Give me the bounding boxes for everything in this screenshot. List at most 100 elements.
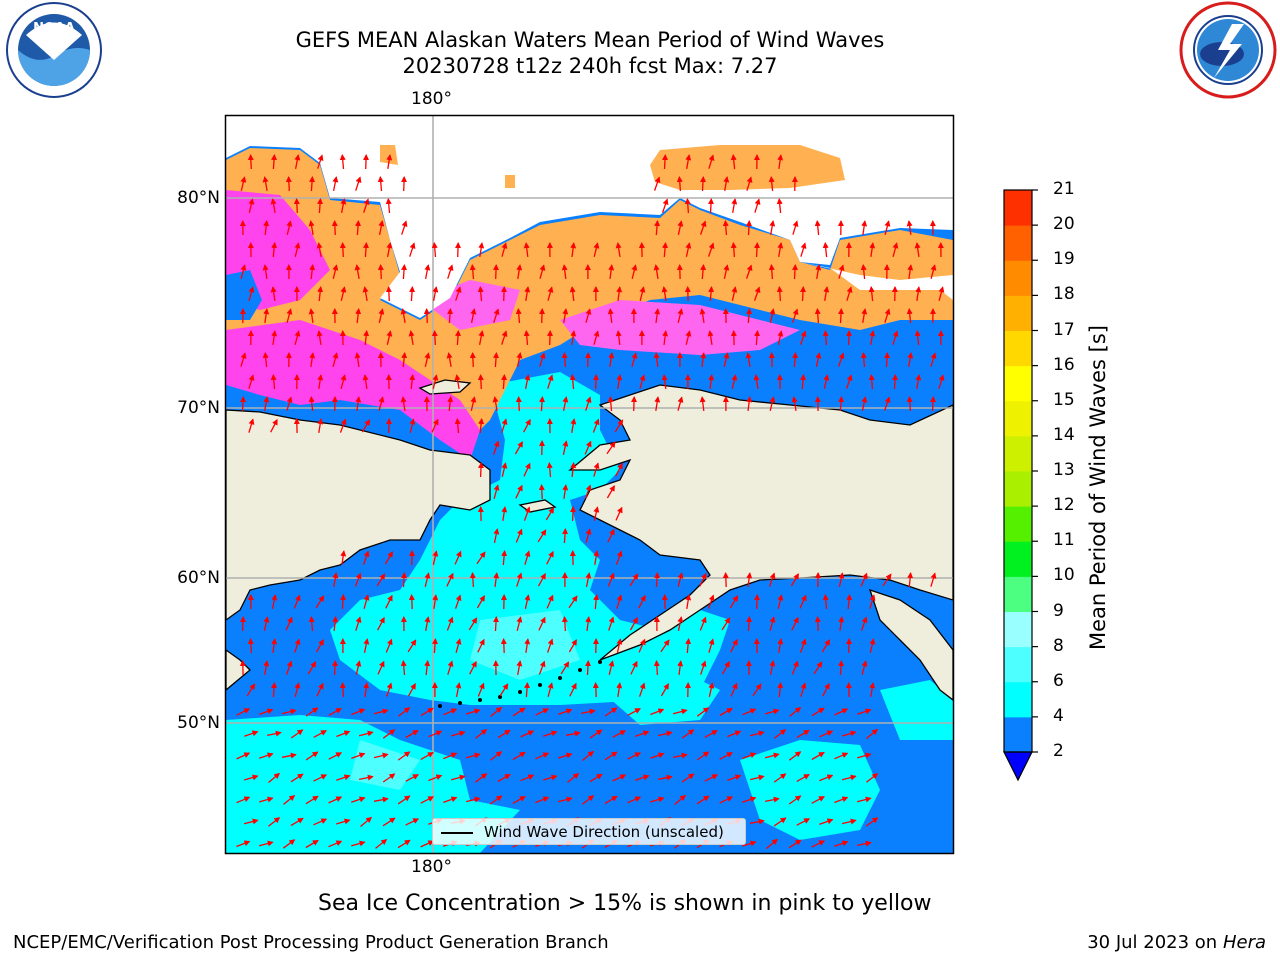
wave-direction-arrow	[838, 572, 845, 587]
wave-direction-arrow	[823, 374, 830, 389]
wave-direction-arrow	[708, 286, 715, 302]
wave-direction-arrow	[660, 683, 669, 697]
wave-direction-arrow	[363, 242, 370, 258]
wave-direction-arrow	[240, 396, 247, 412]
wave-direction-arrow	[524, 286, 531, 302]
wave-direction-arrow	[568, 639, 577, 653]
wave-direction-arrow	[677, 572, 684, 587]
wave-direction-arrow	[813, 661, 823, 675]
wave-direction-arrow	[336, 818, 351, 825]
wave-direction-arrow	[754, 198, 761, 213]
wave-direction-arrow	[339, 418, 347, 433]
footer-date-text: 30 Jul 2023 on	[1087, 932, 1223, 953]
wave-direction-arrow	[447, 308, 454, 324]
wave-direction-arrow	[386, 330, 393, 345]
wave-direction-arrow	[305, 795, 319, 805]
wave-direction-arrow	[362, 286, 369, 302]
wave-direction-arrow	[723, 264, 730, 279]
wave-direction-arrow	[815, 352, 822, 367]
wave-direction-arrow	[501, 374, 508, 390]
wave-direction-arrow	[730, 638, 738, 653]
wave-direction-arrow	[361, 419, 371, 433]
wave-direction-arrow	[615, 506, 623, 521]
wave-direction-arrow	[562, 308, 569, 324]
wave-direction-arrow	[789, 706, 802, 717]
wave-direction-arrow	[355, 308, 362, 324]
wave-direction-arrow	[906, 220, 913, 235]
wave-direction-arrow	[537, 573, 546, 587]
wave-direction-arrow	[290, 729, 304, 739]
wave-direction-arrow	[478, 330, 485, 346]
wave-direction-arrow	[244, 774, 259, 781]
svg-text:NOAA: NOAA	[33, 21, 75, 36]
wave-direction-arrow	[431, 242, 438, 258]
colorbar-tick-label: 15	[1053, 389, 1075, 410]
wave-direction-arrow	[685, 330, 692, 345]
wave-direction-arrow	[799, 638, 807, 653]
wave-direction-arrow	[308, 396, 315, 412]
wave-direction-arrow	[861, 396, 868, 411]
wave-direction-arrow	[753, 594, 760, 610]
wave-direction-arrow	[615, 550, 623, 565]
wave-direction-arrow	[446, 616, 454, 631]
wave-direction-arrow	[930, 264, 937, 279]
wave-direction-arrow	[355, 396, 362, 411]
colorbar-band	[1004, 435, 1032, 472]
wave-direction-arrow	[454, 418, 461, 434]
wave-direction-arrow	[355, 616, 362, 631]
wave-direction-arrow	[746, 308, 753, 324]
wave-direction-arrow	[861, 308, 868, 324]
wave-direction-arrow	[386, 154, 393, 170]
wave-direction-arrow	[707, 330, 714, 346]
wave-direction-arrow	[271, 330, 278, 345]
wave-direction-arrow	[685, 154, 692, 170]
nws-logo	[1179, 1, 1277, 99]
wave-direction-arrow	[815, 264, 822, 280]
wave-direction-arrow	[501, 330, 508, 345]
wave-direction-arrow	[930, 572, 937, 587]
wave-direction-arrow	[336, 730, 351, 738]
colorbar-band	[1004, 365, 1032, 402]
wave-direction-arrow	[432, 374, 439, 389]
wave-direction-arrow	[400, 396, 407, 411]
wave-direction-arrow	[316, 330, 323, 345]
wave-direction-arrow	[305, 707, 319, 717]
wave-direction-arrow	[263, 396, 270, 412]
wave-direction-arrow	[420, 796, 435, 804]
wave-direction-arrow	[294, 638, 301, 653]
wave-direction-arrow	[838, 660, 845, 676]
wave-direction-arrow	[351, 752, 366, 760]
colorbar-band	[1004, 471, 1032, 507]
wave-direction-arrow	[516, 352, 523, 368]
aleutian-islands	[438, 660, 602, 708]
wave-direction-arrow	[373, 796, 389, 803]
wave-direction-arrow	[723, 352, 730, 367]
wave-direction-arrow	[822, 330, 829, 346]
wave-direction-arrow	[569, 374, 576, 390]
wave-direction-arrow	[336, 774, 351, 781]
land-masses	[226, 379, 953, 701]
wave-direction-arrow	[776, 198, 783, 214]
wave-direction-arrow	[523, 506, 531, 521]
wave-direction-arrow	[477, 638, 485, 653]
wave-direction-arrow	[742, 708, 757, 716]
wave-direction-arrow	[512, 751, 526, 761]
wave-direction-arrow	[308, 616, 315, 632]
wave-direction-arrow	[722, 572, 729, 588]
wave-direction-arrow	[616, 682, 623, 697]
wave-direction-arrow	[677, 616, 684, 632]
wave-direction-arrow	[315, 595, 325, 609]
wave-direction-arrow	[313, 774, 328, 782]
wave-direction-arrow	[385, 286, 392, 302]
wave-direction-arrow	[516, 572, 523, 587]
wave-direction-arrow	[309, 352, 316, 367]
wave-direction-arrow	[856, 796, 872, 803]
wave-direction-arrow	[385, 418, 392, 434]
wave-direction-arrow	[593, 462, 600, 477]
wave-direction-arrow	[860, 264, 867, 280]
wave-direction-arrow	[723, 176, 730, 192]
wave-direction-arrow	[401, 352, 408, 368]
wave-direction-arrow	[294, 330, 301, 345]
wave-direction-arrow	[700, 264, 707, 280]
